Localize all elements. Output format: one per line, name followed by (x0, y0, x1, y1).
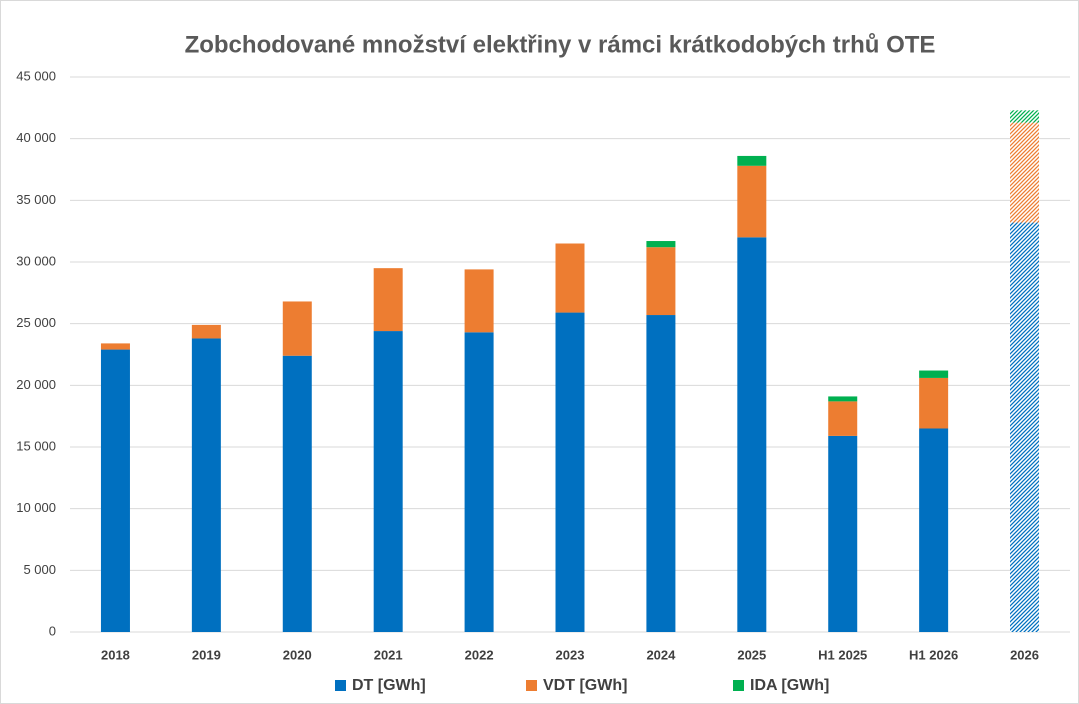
y-tick-label: 25 000 (16, 315, 56, 330)
y-tick-label: 30 000 (16, 253, 56, 268)
x-tick-label: 2023 (556, 647, 585, 662)
bar-segment (919, 428, 949, 632)
y-tick-label: 20 000 (16, 377, 56, 392)
bar-segment (282, 355, 312, 632)
bar-segment (1010, 222, 1040, 633)
x-tick-label: 2018 (101, 647, 130, 662)
bar-segment (464, 332, 494, 632)
bar-segment (191, 324, 221, 339)
y-tick-label: 5 000 (23, 562, 56, 577)
bar-segment (919, 370, 949, 378)
bar-segment (100, 349, 130, 632)
x-tick-label: 2022 (465, 647, 494, 662)
bar-segment (464, 269, 494, 333)
bar-segment (282, 301, 312, 356)
y-tick-label: 15 000 (16, 438, 56, 453)
bar-segment (737, 165, 767, 238)
x-tick-label: 2019 (192, 647, 221, 662)
bar-segment (373, 331, 403, 632)
y-tick-label: 10 000 (16, 500, 56, 515)
y-tick-label: 35 000 (16, 192, 56, 207)
chart-title: Zobchodované množství elektřiny v rámci … (185, 31, 936, 58)
legend-label: VDT [GWh] (543, 677, 627, 694)
legend-label: DT [GWh] (352, 677, 426, 694)
x-tick-label: H1 2026 (909, 647, 958, 662)
legend-label: IDA [GWh] (750, 677, 829, 694)
legend-swatch (526, 680, 537, 691)
bar-segment (555, 312, 585, 632)
bar-segment (737, 237, 767, 633)
legend-swatch (733, 680, 744, 691)
bar-segment (646, 241, 676, 248)
y-tick-label: 0 (49, 623, 56, 638)
bar-segment (646, 247, 676, 316)
bar-segment (191, 338, 221, 632)
y-tick-label: 45 000 (16, 68, 56, 83)
bar-segment (646, 315, 676, 632)
x-tick-label: 2021 (374, 647, 403, 662)
bar-segment (828, 396, 858, 402)
y-tick-label: 40 000 (16, 130, 56, 145)
bar-segment (1010, 110, 1040, 123)
bar-segment (373, 268, 403, 332)
x-tick-label: H1 2025 (818, 647, 867, 662)
bar-segment (828, 401, 858, 436)
bar-segment (100, 343, 130, 350)
bar-segment (919, 377, 949, 429)
x-tick-label: 2020 (283, 647, 312, 662)
bar-segment (737, 155, 767, 166)
legend-swatch (335, 680, 346, 691)
x-tick-label: 2026 (1010, 647, 1039, 662)
bar-segment (555, 243, 585, 313)
x-tick-label: 2025 (737, 647, 766, 662)
bar-segment (1010, 122, 1040, 223)
bar-segment (828, 435, 858, 632)
x-tick-label: 2024 (646, 647, 676, 662)
